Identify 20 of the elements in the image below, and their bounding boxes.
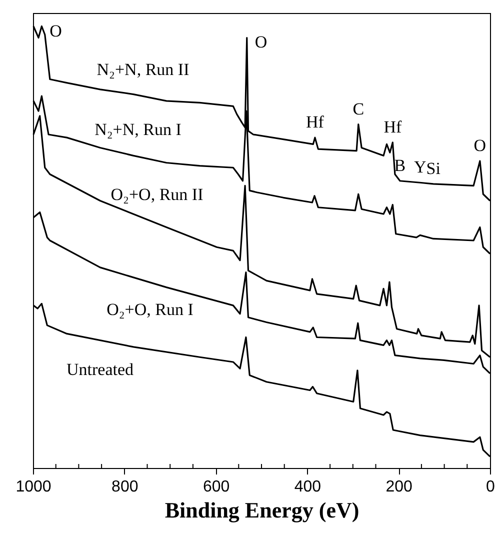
x-tick-label: 1000 [16, 478, 52, 496]
annotation: O [50, 21, 62, 40]
series-label: O₂+O, Run II [110, 185, 204, 204]
x-tick-label: 600 [202, 478, 230, 496]
x-tick-label: 0 [486, 478, 495, 496]
x-tick-label: 200 [386, 478, 413, 496]
annotation: Hf [306, 112, 324, 132]
series-label: O₂+O, Run I [106, 300, 194, 319]
annotation: C [352, 99, 364, 118]
annotation: Hf [384, 117, 402, 136]
x-axis-title: Binding Energy (eV) [164, 498, 360, 522]
annotation: O [254, 32, 268, 52]
series-label: Untreated [66, 360, 134, 379]
series-label: N₂+N, Run I [94, 120, 182, 139]
x-tick-label: 400 [294, 478, 322, 496]
annotation: Si [426, 158, 441, 178]
x-tick-label: 800 [112, 478, 138, 496]
annotation: O [474, 136, 486, 155]
annotation: Y [414, 158, 426, 177]
series-label: N₂+N, Run II [96, 60, 190, 79]
